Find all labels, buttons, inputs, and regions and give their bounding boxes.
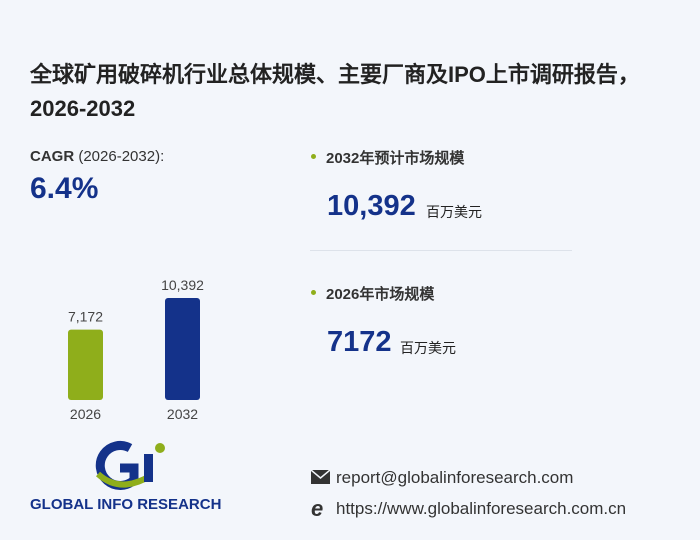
logo-mark [95,440,165,490]
category-label: 2032 [167,406,198,422]
cagr-period: (2026-2032): [78,148,165,165]
stat-label: 2026年市场规模 [326,286,435,303]
bullet [311,154,316,159]
bullet [311,290,316,295]
stat-value: 7172 [327,326,392,358]
logo-text: GLOBAL INFO RESEARCH [30,496,222,513]
bar [165,298,200,400]
cagr-value: 6.4% [30,172,99,205]
value-label: 10,392 [161,277,204,293]
category-label: 2026 [70,406,101,422]
bar-chart: 7,172 2026 10,392 2032 [68,277,204,422]
stat-unit: 百万美元 [426,204,482,220]
website[interactable]: https://www.globalinforesearch.com.cn [336,499,627,518]
cagr-label: CAGR [30,148,75,165]
divider [310,250,572,251]
cagr-line: CAGR (2026-2032): [30,148,164,165]
email-icon [311,470,331,484]
title: 全球矿用破碎机行业总体规模、主要厂商及IPO上市调研报告，2026-2032 [30,62,640,121]
web-icon: e [311,496,324,521]
value-label: 7,172 [68,309,103,325]
stat-unit: 百万美元 [400,340,456,356]
stat-label: 2032年预计市场规模 [326,150,465,167]
bar [68,329,103,400]
stat-value: 10,392 [327,190,416,222]
email[interactable]: report@globalinforesearch.com [336,468,574,487]
